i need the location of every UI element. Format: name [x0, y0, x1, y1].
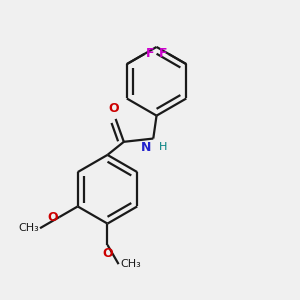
Text: CH₃: CH₃: [120, 259, 141, 269]
Text: F: F: [146, 47, 154, 61]
Text: N: N: [141, 141, 152, 154]
Text: F: F: [159, 47, 167, 61]
Text: H: H: [159, 142, 167, 152]
Text: O: O: [47, 211, 58, 224]
Text: CH₃: CH₃: [18, 223, 39, 233]
Text: O: O: [102, 248, 113, 260]
Text: O: O: [109, 102, 119, 115]
